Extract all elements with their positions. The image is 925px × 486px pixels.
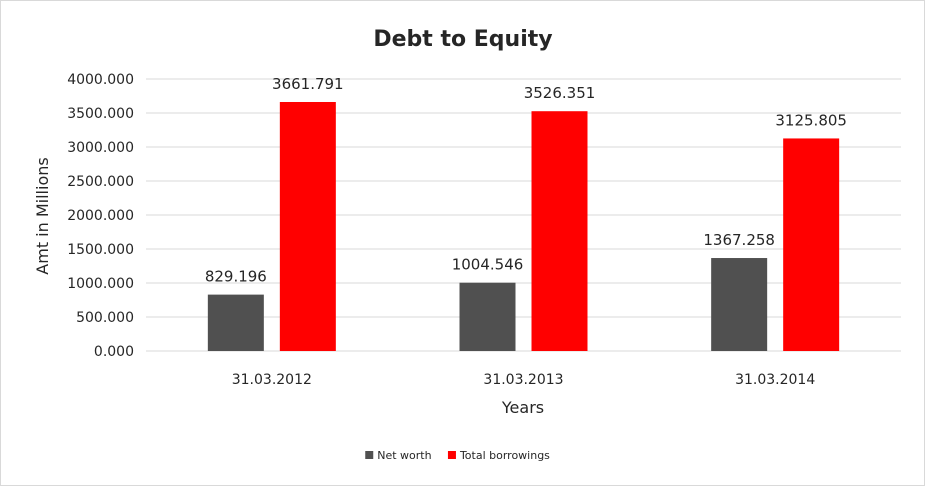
y-tick-label: 1500.000 bbox=[67, 242, 134, 258]
y-tick-label: 2000.000 bbox=[67, 208, 134, 224]
y-tick-label: 1000.000 bbox=[67, 276, 134, 292]
bar-total-borrowings bbox=[279, 101, 336, 351]
x-tick-label: 31.03.2014 bbox=[735, 372, 815, 388]
bar-net-worth bbox=[711, 258, 768, 351]
y-tick-label: 2500.000 bbox=[67, 174, 134, 190]
bar-net-worth bbox=[459, 282, 516, 351]
x-axis-title: Years bbox=[501, 398, 544, 417]
y-tick-label: 4000.000 bbox=[67, 72, 134, 88]
data-label: 3661.791 bbox=[272, 75, 344, 93]
legend-label: Net worth bbox=[377, 449, 431, 462]
data-labels: 829.196 3661.791 1004.546 3526.351 1367.258 3… bbox=[205, 75, 847, 286]
legend-swatch bbox=[365, 451, 374, 459]
data-label: 829.196 bbox=[205, 268, 267, 286]
legend: Net worth Total borrowings bbox=[365, 449, 550, 462]
y-axis-title: Amt in Millions bbox=[33, 157, 52, 274]
data-label: 1367.258 bbox=[703, 231, 775, 249]
x-tick-label: 31.03.2012 bbox=[232, 372, 312, 388]
chart-title: Debt to Equity bbox=[373, 27, 552, 52]
data-label: 3125.805 bbox=[775, 111, 847, 129]
y-tick-label: 3000.000 bbox=[67, 140, 134, 156]
data-label: 3526.351 bbox=[524, 84, 596, 102]
legend-label: Total borrowings bbox=[459, 449, 550, 462]
x-axis-ticks: 31.03.2012 31.03.2013 31.03.2014 bbox=[232, 372, 816, 388]
bar-net-worth bbox=[207, 294, 264, 351]
gridlines bbox=[146, 78, 901, 352]
x-tick-label: 31.03.2013 bbox=[483, 372, 563, 388]
y-axis-ticks: 0.000 500.000 1000.000 1500.000 2000.000 2500… bbox=[67, 72, 134, 360]
data-label: 1004.546 bbox=[452, 256, 524, 274]
y-tick-label: 500.000 bbox=[76, 310, 134, 326]
bar-total-borrowings bbox=[783, 138, 840, 351]
y-tick-label: 3500.000 bbox=[67, 106, 134, 122]
y-tick-label: 0.000 bbox=[94, 344, 134, 360]
bars bbox=[207, 101, 840, 351]
legend-swatch bbox=[447, 451, 456, 459]
bar-total-borrowings bbox=[531, 111, 588, 351]
